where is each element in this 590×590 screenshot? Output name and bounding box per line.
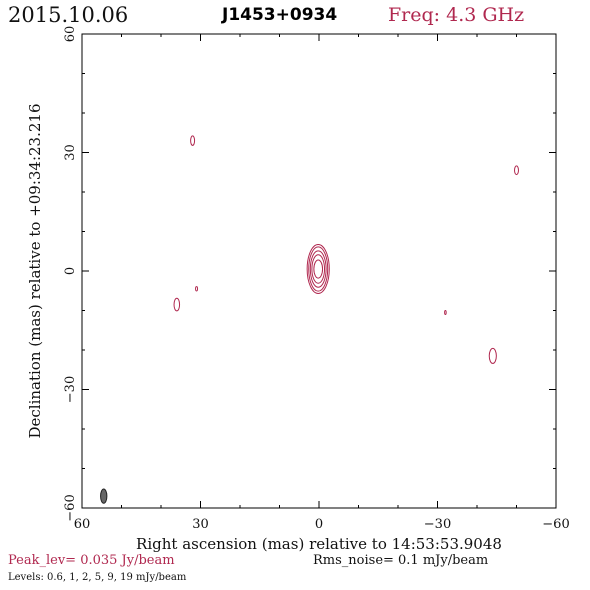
peak-level: Peak_lev= 0.035 Jy/beam bbox=[8, 553, 175, 568]
x-tick-label: −30 bbox=[424, 517, 451, 532]
axis-ticks bbox=[81, 33, 557, 509]
rms-noise: Rms_noise= 0.1 mJy/beam bbox=[313, 553, 489, 568]
x-tick-label: 0 bbox=[315, 517, 323, 532]
plot-frame bbox=[81, 33, 557, 509]
contour-level bbox=[444, 310, 447, 315]
contour-level bbox=[488, 347, 497, 364]
contour-blob-1 bbox=[190, 135, 196, 146]
x-tick-label: 60 bbox=[74, 517, 91, 532]
y-tick-label: −30 bbox=[63, 376, 78, 403]
contour-level bbox=[311, 254, 326, 284]
contour-blob-6 bbox=[488, 347, 497, 364]
contour-level bbox=[306, 244, 330, 295]
contour-level bbox=[313, 259, 324, 279]
contour-blob-2 bbox=[173, 297, 181, 312]
frequency-label: Freq: 4.3 GHz bbox=[388, 4, 525, 26]
contour-level bbox=[514, 165, 519, 176]
x-tick-label: −60 bbox=[542, 517, 569, 532]
contour-levels: Levels: 0.6, 1, 2, 5, 9, 19 mJy/beam bbox=[8, 572, 187, 583]
y-tick-label: 30 bbox=[63, 144, 78, 161]
y-tick-label: 0 bbox=[63, 267, 78, 275]
beam-ellipse bbox=[100, 488, 108, 504]
contour-components bbox=[173, 135, 519, 364]
contour-level bbox=[309, 250, 327, 288]
contour-level bbox=[173, 297, 181, 312]
source-name: J1453+0934 bbox=[222, 5, 338, 25]
beam bbox=[100, 488, 108, 504]
observation-date: 2015.10.06 bbox=[8, 3, 129, 27]
x-axis-label: Right ascension (mas) relative to 14:53:… bbox=[136, 535, 502, 553]
x-tick-labels: 60 30 0 −30 −60 bbox=[74, 517, 570, 532]
contour-level bbox=[308, 246, 329, 292]
x-tick-label: 30 bbox=[192, 517, 209, 532]
contour-blob-5 bbox=[444, 310, 447, 315]
contour-blob-3 bbox=[195, 286, 199, 292]
y-axis-label: Declination (mas) relative to +09:34:23.… bbox=[26, 103, 44, 438]
y-tick-label: −60 bbox=[63, 494, 78, 521]
contour-level bbox=[195, 286, 199, 292]
contour-core bbox=[306, 244, 330, 295]
y-tick-label: 60 bbox=[63, 26, 78, 43]
contour-level bbox=[190, 135, 196, 146]
y-tick-labels: −60 −30 0 30 60 bbox=[63, 26, 78, 522]
contour-blob-4 bbox=[514, 165, 519, 176]
